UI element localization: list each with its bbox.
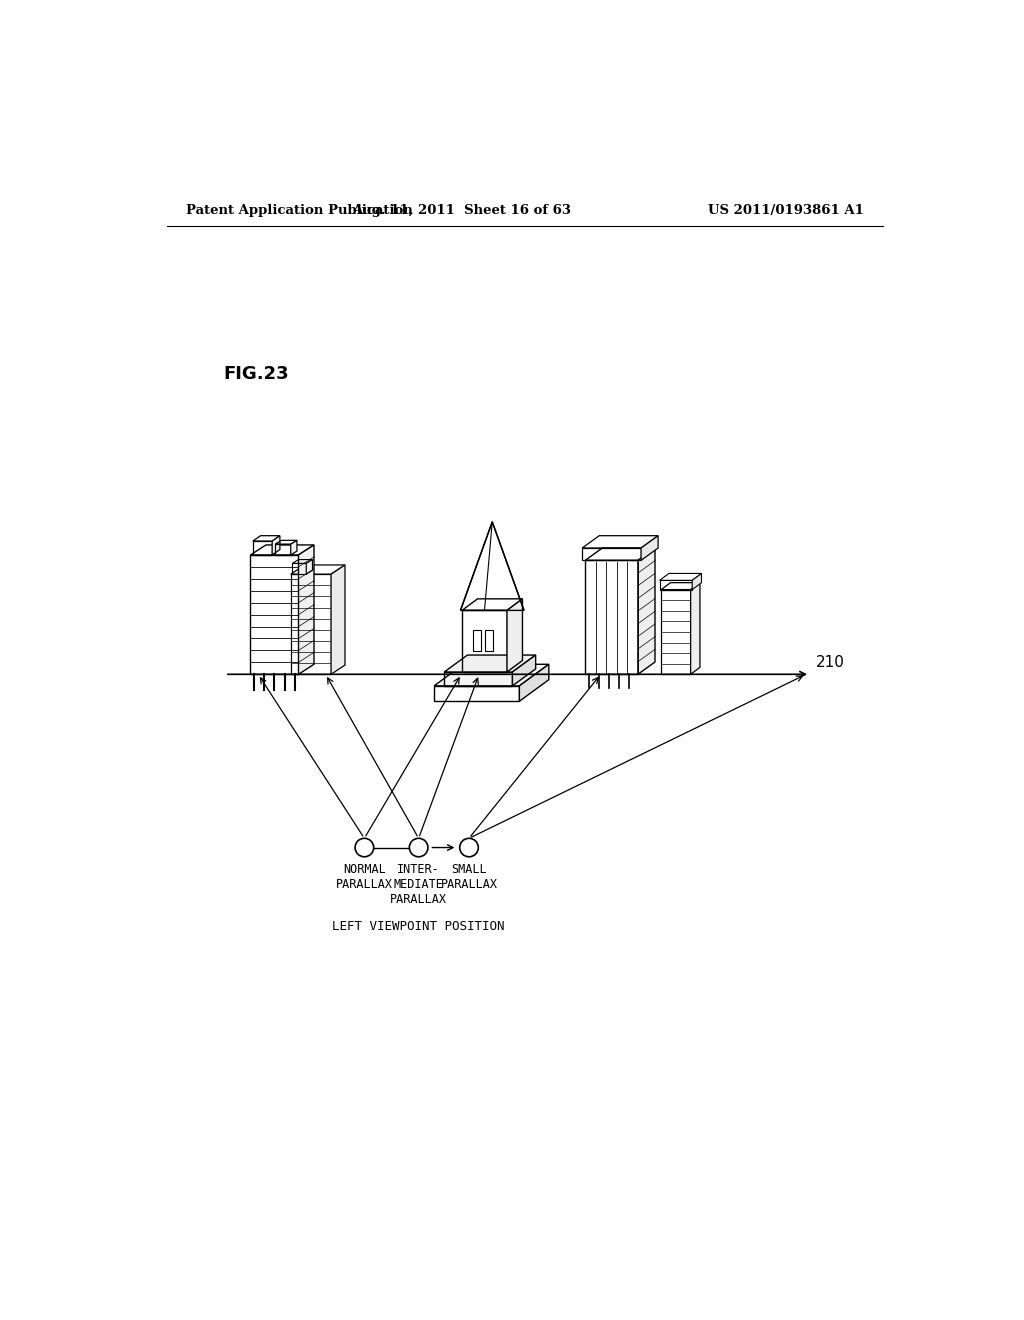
Polygon shape (519, 664, 549, 701)
Polygon shape (299, 545, 314, 675)
Text: INTER-
MEDIATE
PARALLAX: INTER- MEDIATE PARALLAX (390, 863, 447, 906)
Text: 210: 210 (816, 656, 845, 671)
Polygon shape (692, 573, 701, 590)
Polygon shape (444, 655, 536, 672)
Text: FIG.23: FIG.23 (223, 364, 289, 383)
Text: US 2011/0193861 A1: US 2011/0193861 A1 (709, 205, 864, 218)
Polygon shape (306, 560, 312, 574)
Text: NORMAL
PARALLAX: NORMAL PARALLAX (336, 863, 393, 891)
Polygon shape (638, 548, 655, 675)
Text: Aug. 11, 2011  Sheet 16 of 63: Aug. 11, 2011 Sheet 16 of 63 (352, 205, 570, 218)
Text: LEFT VIEWPOINT POSITION: LEFT VIEWPOINT POSITION (333, 920, 505, 933)
Text: Patent Application Publication: Patent Application Publication (186, 205, 413, 218)
Polygon shape (641, 536, 658, 560)
Polygon shape (690, 582, 700, 675)
Polygon shape (331, 565, 345, 675)
Polygon shape (291, 540, 297, 554)
Polygon shape (434, 664, 549, 686)
Text: SMALL
PARALLAX: SMALL PARALLAX (440, 863, 498, 891)
Polygon shape (272, 536, 280, 554)
Polygon shape (507, 599, 522, 672)
Polygon shape (512, 655, 536, 686)
